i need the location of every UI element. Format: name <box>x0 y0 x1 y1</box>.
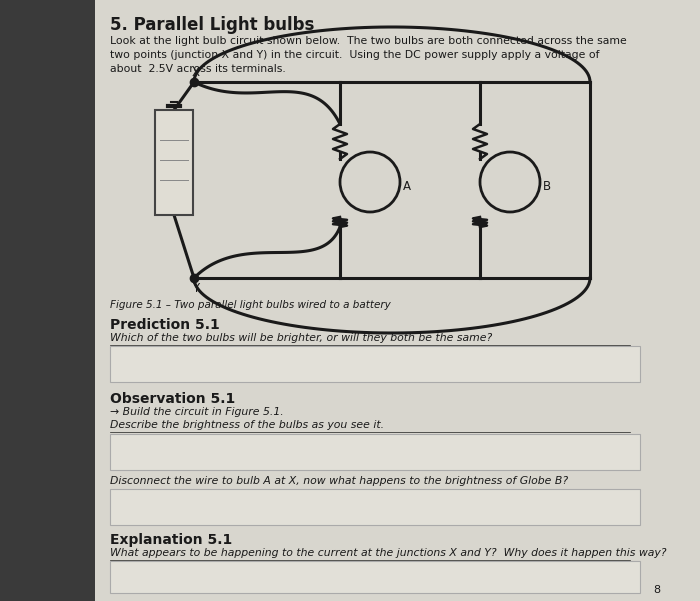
Text: Look at the light bulb circuit shown below.  The two bulbs are both connected ac: Look at the light bulb circuit shown bel… <box>110 36 626 46</box>
FancyBboxPatch shape <box>110 434 640 470</box>
Text: Observation 5.1: Observation 5.1 <box>110 392 235 406</box>
Text: Describe the brightness of the bulbs as you see it.: Describe the brightness of the bulbs as … <box>110 420 384 430</box>
FancyBboxPatch shape <box>110 561 640 593</box>
Text: Which of the two bulbs will be brighter, or will they both be the same?: Which of the two bulbs will be brighter,… <box>110 333 492 343</box>
Text: X: X <box>192 66 200 79</box>
Text: Explanation 5.1: Explanation 5.1 <box>110 533 232 547</box>
Text: → Build the circuit in Figure 5.1.: → Build the circuit in Figure 5.1. <box>110 407 284 417</box>
Text: 8: 8 <box>653 585 660 595</box>
Text: about  2.5V across its terminals.: about 2.5V across its terminals. <box>110 64 286 74</box>
Text: Y: Y <box>193 282 200 295</box>
FancyBboxPatch shape <box>95 0 700 601</box>
Text: A: A <box>403 180 411 192</box>
Text: What appears to be happening to the current at the junctions X and Y?  Why does : What appears to be happening to the curr… <box>110 548 666 558</box>
Text: B: B <box>543 180 551 192</box>
Text: 5. Parallel Light bulbs: 5. Parallel Light bulbs <box>110 16 314 34</box>
FancyBboxPatch shape <box>155 110 193 215</box>
Text: two points (junction X and Y) in the circuit.  Using the DC power supply apply a: two points (junction X and Y) in the cir… <box>110 50 599 60</box>
FancyBboxPatch shape <box>110 346 640 382</box>
Text: Disconnect the wire to bulb A at X, now what happens to the brightness of Globe : Disconnect the wire to bulb A at X, now … <box>110 476 568 486</box>
Text: Figure 5.1 – Two parallel light bulbs wired to a battery: Figure 5.1 – Two parallel light bulbs wi… <box>110 300 391 310</box>
FancyBboxPatch shape <box>0 0 95 601</box>
FancyBboxPatch shape <box>110 489 640 525</box>
Text: Prediction 5.1: Prediction 5.1 <box>110 318 220 332</box>
